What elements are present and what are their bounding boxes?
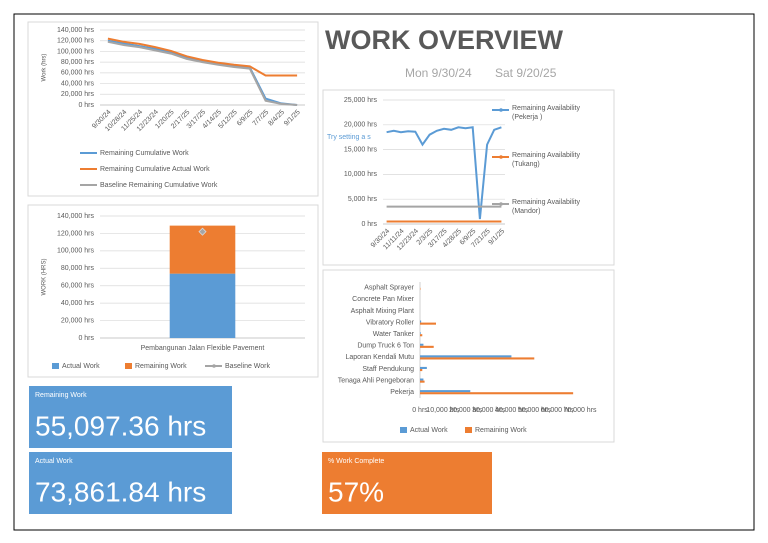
- kpi-label: Remaining Work: [35, 392, 87, 399]
- legend-label-box: Remaining Availability (Pekerja ): [512, 105, 580, 121]
- y-tick-label: Asphalt Sprayer: [364, 285, 414, 292]
- baseline-marker: [198, 227, 207, 236]
- bar: [420, 392, 574, 395]
- x-tick-label: Pembangunan Jalan Flexible Pavement: [141, 345, 265, 352]
- x-tick-label: 50,000 hrs: [518, 407, 552, 414]
- bar: [420, 345, 434, 348]
- y-tick-label: 120,000 hrs: [57, 38, 94, 45]
- legend-label: Actual Work: [410, 427, 448, 434]
- y-tick-label: 20,000 hrs: [61, 91, 95, 98]
- data-line: [107, 37, 298, 77]
- y-tick-label: Laporan Kendali Mutu: [346, 354, 415, 361]
- x-tick-label: 40,000 hrs: [495, 407, 529, 414]
- y-tick-label: Tenaga Ahli Pengeboran: [338, 377, 414, 384]
- y-tick-label: 40,000 hrs: [61, 80, 95, 87]
- bar: [420, 369, 423, 372]
- kpi-label: % Work Complete: [328, 458, 384, 465]
- kpi-value: 55,097.36 hrs: [35, 410, 206, 441]
- bar: [420, 378, 424, 381]
- chart-frame: [322, 89, 615, 266]
- y-tick-label: 60,000 hrs: [61, 283, 95, 290]
- y-tick-label: Dump Truck 6 Ton: [357, 343, 414, 350]
- y-tick-label: 0 hrs: [78, 335, 94, 342]
- x-tick-label: 30,000 hrs: [472, 407, 506, 414]
- legend-swatch: [125, 363, 132, 369]
- y-tick-label: 100,000 hrs: [57, 48, 94, 55]
- legend-label: Baseline Remaining Cumulative Work: [100, 182, 218, 189]
- y-tick-label: 40,000 hrs: [61, 300, 95, 307]
- annotation: Try setting a s: [327, 134, 371, 141]
- legend-label: Baseline Work: [225, 363, 271, 370]
- x-tick-label: 10,000 hrs: [426, 407, 460, 414]
- start-date: Mon 9/30/24: [405, 66, 472, 80]
- bar: [420, 332, 421, 335]
- legend-label: Remaining Cumulative Actual Work: [100, 166, 210, 173]
- y-tick-label: 20,000 hrs: [344, 122, 378, 129]
- y-tick-label: Vibratory Roller: [366, 319, 415, 326]
- legend-marker: [499, 202, 503, 206]
- bar: [420, 357, 535, 360]
- legend-swatch: [52, 363, 59, 369]
- y-tick-label: 0 hrs: [78, 102, 94, 109]
- y-tick-label: 60,000 hrs: [61, 70, 95, 77]
- kpi-value: 57%: [328, 476, 384, 507]
- data-line: [107, 40, 298, 106]
- kpi-tile: [29, 452, 232, 514]
- bar: [420, 343, 424, 346]
- bar: [420, 322, 436, 325]
- x-tick-label: 70,000 hrs: [563, 407, 597, 414]
- legend-label-box: Remaining Availability (Mandor): [512, 199, 580, 215]
- kpi-value: 73,861.84 hrs: [35, 476, 206, 507]
- data-line: [386, 126, 502, 220]
- legend-label: Remaining Cumulative Work: [100, 150, 189, 157]
- legend-swatch: [465, 427, 472, 433]
- y-axis-title: Work (hrs): [42, 54, 48, 82]
- bar: [420, 366, 427, 369]
- x-tick-label: 0 hrs: [412, 407, 428, 414]
- end-date: Sat 9/20/25: [495, 66, 557, 80]
- y-tick-label: 5,000 hrs: [348, 196, 378, 203]
- y-tick-label: 25,000 hrs: [344, 97, 378, 104]
- y-axis-title: WORK (HRS): [42, 259, 48, 296]
- kpi-label: Actual Work: [35, 458, 73, 465]
- legend-label: Remaining Work: [135, 363, 187, 370]
- y-tick-label: Asphalt Mixing Plant: [351, 308, 414, 315]
- y-tick-label: 15,000 hrs: [344, 146, 378, 153]
- legend-label-box: Remaining Availability (Tukang): [512, 152, 580, 168]
- y-tick-label: 10,000 hrs: [344, 171, 378, 178]
- page-title: WORK OVERVIEW: [325, 25, 564, 55]
- bar: [169, 273, 236, 338]
- y-tick-label: 20,000 hrs: [61, 317, 95, 324]
- legend-swatch: [400, 427, 407, 433]
- y-tick-label: Water Tanker: [373, 331, 415, 338]
- y-tick-label: 140,000 hrs: [57, 27, 94, 34]
- legend-marker: [499, 108, 503, 112]
- legend-label: Remaining Availability (Pekerja ): [512, 105, 580, 121]
- legend-label: Remaining Availability (Mandor): [512, 199, 580, 215]
- y-tick-label: 140,000 hrs: [57, 213, 94, 220]
- x-tick-label: 20,000 hrs: [449, 407, 483, 414]
- legend-label: Remaining Work: [475, 427, 527, 434]
- y-tick-label: 80,000 hrs: [61, 59, 95, 66]
- bar: [420, 320, 422, 323]
- y-tick-label: Pekerja: [390, 389, 414, 396]
- bar: [420, 334, 423, 337]
- y-tick-label: 120,000 hrs: [57, 230, 94, 237]
- y-tick-label: 0 hrs: [361, 221, 377, 228]
- legend-label: Remaining Availability (Tukang): [512, 152, 580, 168]
- x-tick-label: 60,000 hrs: [541, 407, 575, 414]
- legend-marker: [212, 364, 216, 368]
- bar: [420, 380, 425, 383]
- kpi-tile: [322, 452, 492, 514]
- y-tick-label: Concrete Pan Mixer: [352, 296, 415, 303]
- y-tick-label: 80,000 hrs: [61, 265, 95, 272]
- bar: [420, 355, 512, 358]
- bar: [420, 390, 471, 393]
- kpi-tile: [29, 386, 232, 448]
- y-tick-label: Staff Pendukung: [362, 366, 414, 373]
- legend-marker: [499, 155, 503, 159]
- legend-label: Actual Work: [62, 363, 100, 370]
- y-tick-label: 100,000 hrs: [57, 248, 94, 255]
